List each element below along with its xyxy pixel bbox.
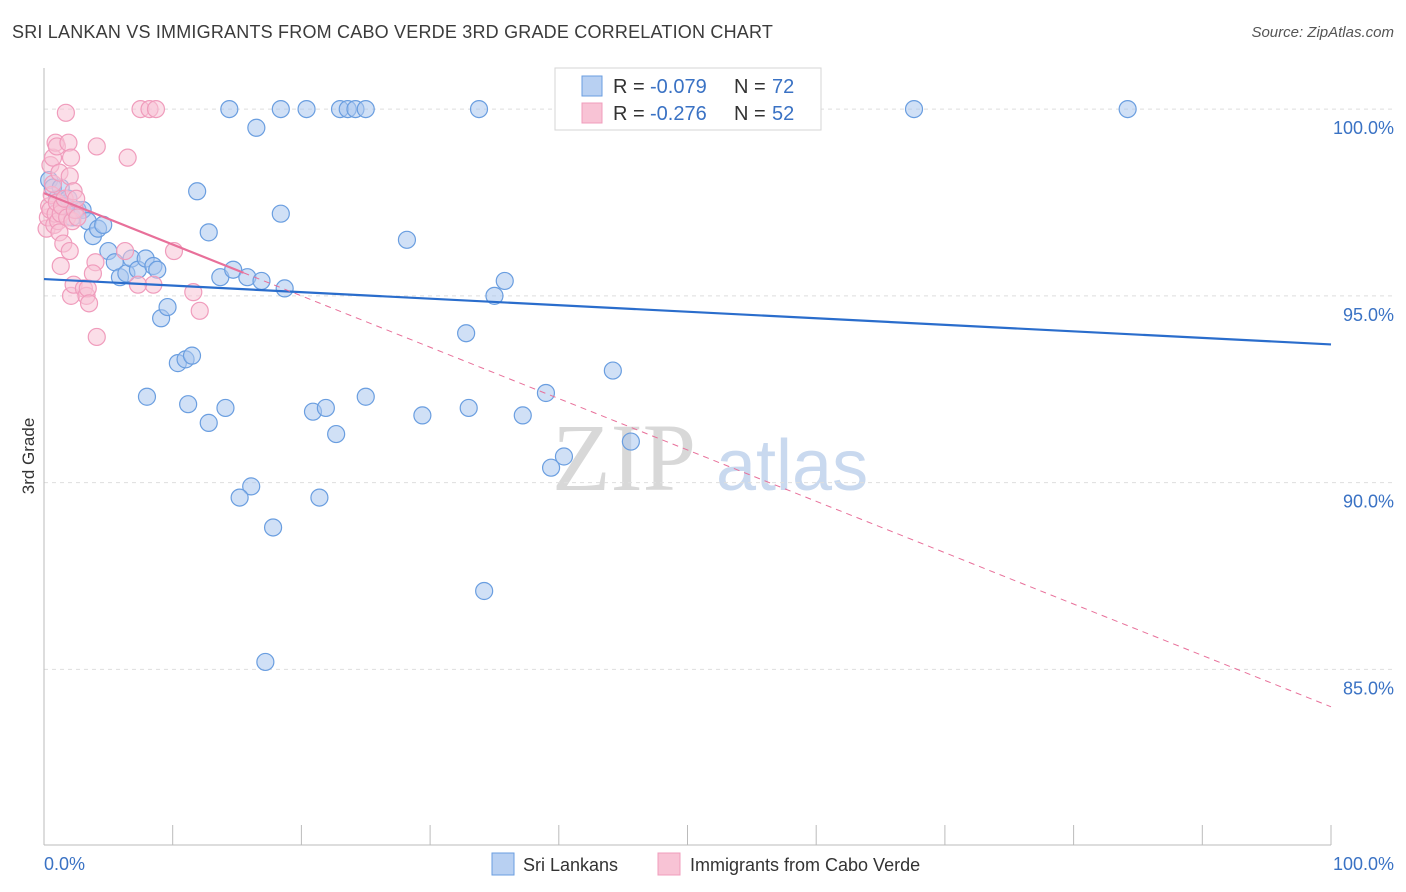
data-point [256,652,275,672]
data-point [83,264,103,283]
data-point [56,103,75,122]
watermark-atlas: atlas [716,426,868,506]
data-point [199,223,218,242]
data-point [60,167,79,186]
legend-label-sri-lankans: Sri Lankans [523,855,618,875]
data-point [316,398,335,418]
data-point [242,477,261,496]
data-point [115,241,135,261]
data-point [310,488,329,507]
data-point [190,301,209,320]
data-point [87,137,106,156]
data-point [475,581,494,601]
stats-legend-swatch-blue [581,75,603,97]
data-point [148,260,167,279]
stats-r-label-1: R = [613,103,645,125]
stats-r-value-0: -0.079 [650,76,707,98]
series-cabo-verde-points [37,99,209,347]
data-point [469,99,489,119]
data-point [230,488,249,507]
trendline-cabo-verde-dashed [243,272,1332,708]
data-point [137,387,157,406]
data-point [67,189,86,208]
data-point [904,99,924,119]
data-point [536,383,556,403]
stats-n-label-1: N = [734,103,766,125]
data-point [356,387,375,406]
data-point [61,148,81,167]
data-point [485,286,504,305]
watermark: ZIP atlas [552,404,868,511]
y-tick-label: 90.0% [1343,492,1394,512]
data-point [216,398,235,418]
data-point [1118,99,1137,119]
data-point [79,294,99,313]
legend-swatch-sri-lankans [491,852,515,876]
data-point [51,256,70,276]
data-point [457,324,476,343]
stats-n-value-1: 52 [772,103,794,125]
x-tick-label-max: 100.0% [1333,854,1394,874]
data-point [513,406,532,425]
stats-legend: R = -0.079 N = 72 R = -0.276 N = 52 [554,67,822,131]
gridlines [44,108,1394,670]
trendline-cabo-verde-solid [43,192,244,274]
data-point [413,406,432,425]
data-point [179,395,198,414]
y-tick-label: 85.0% [1343,678,1394,698]
data-point [252,271,271,291]
data-point [220,99,239,119]
series-sri-lankans-points [40,99,1137,672]
data-point [275,279,294,298]
data-point [603,361,622,380]
stats-n-value-0: 72 [772,76,794,98]
y-axis-label: 3rd Grade [19,418,38,495]
trendline-sri-lankans [43,277,1332,346]
chart-title: SRI LANKAN VS IMMIGRANTS FROM CABO VERDE… [12,22,774,42]
data-point [247,118,266,137]
x-ticks [43,825,1332,845]
y-tick-label: 95.0% [1343,305,1394,325]
legend-swatch-cabo-verde [657,852,681,876]
data-point [554,447,574,466]
y-tick-labels: 100.0% 95.0% 90.0% 85.0% [1333,118,1394,698]
data-point [356,99,375,119]
data-point [59,133,78,152]
data-point [87,327,106,347]
watermark-zip: ZIP [552,404,696,511]
series-legend: Sri Lankans Immigrants from Cabo Verde [491,852,920,876]
data-point [459,398,478,418]
stats-r-value-1: -0.276 [650,103,707,125]
data-point [182,346,202,365]
legend-label-cabo-verde: Immigrants from Cabo Verde [690,855,920,875]
data-point [60,241,79,261]
trendlines [43,192,1332,708]
chart-source: Source: ZipAtlas.com [1251,24,1394,41]
stats-n-label-0: N = [734,76,766,98]
data-point [397,230,417,249]
data-point [271,204,290,223]
data-point [621,432,640,451]
stats-legend-swatch-pink [581,102,603,124]
data-point [158,297,177,317]
data-point [188,182,207,201]
data-point [271,99,290,119]
data-point [327,424,346,444]
data-point [146,99,166,119]
data-point [495,271,514,291]
y-tick-label: 100.0% [1333,118,1394,138]
x-tick-label-min: 0.0% [44,854,85,874]
data-point [263,518,283,537]
data-point [541,458,561,477]
data-point [199,413,218,432]
data-point [297,99,316,119]
stats-r-label-0: R = [613,76,645,98]
data-point [118,148,137,167]
data-point [68,208,87,227]
